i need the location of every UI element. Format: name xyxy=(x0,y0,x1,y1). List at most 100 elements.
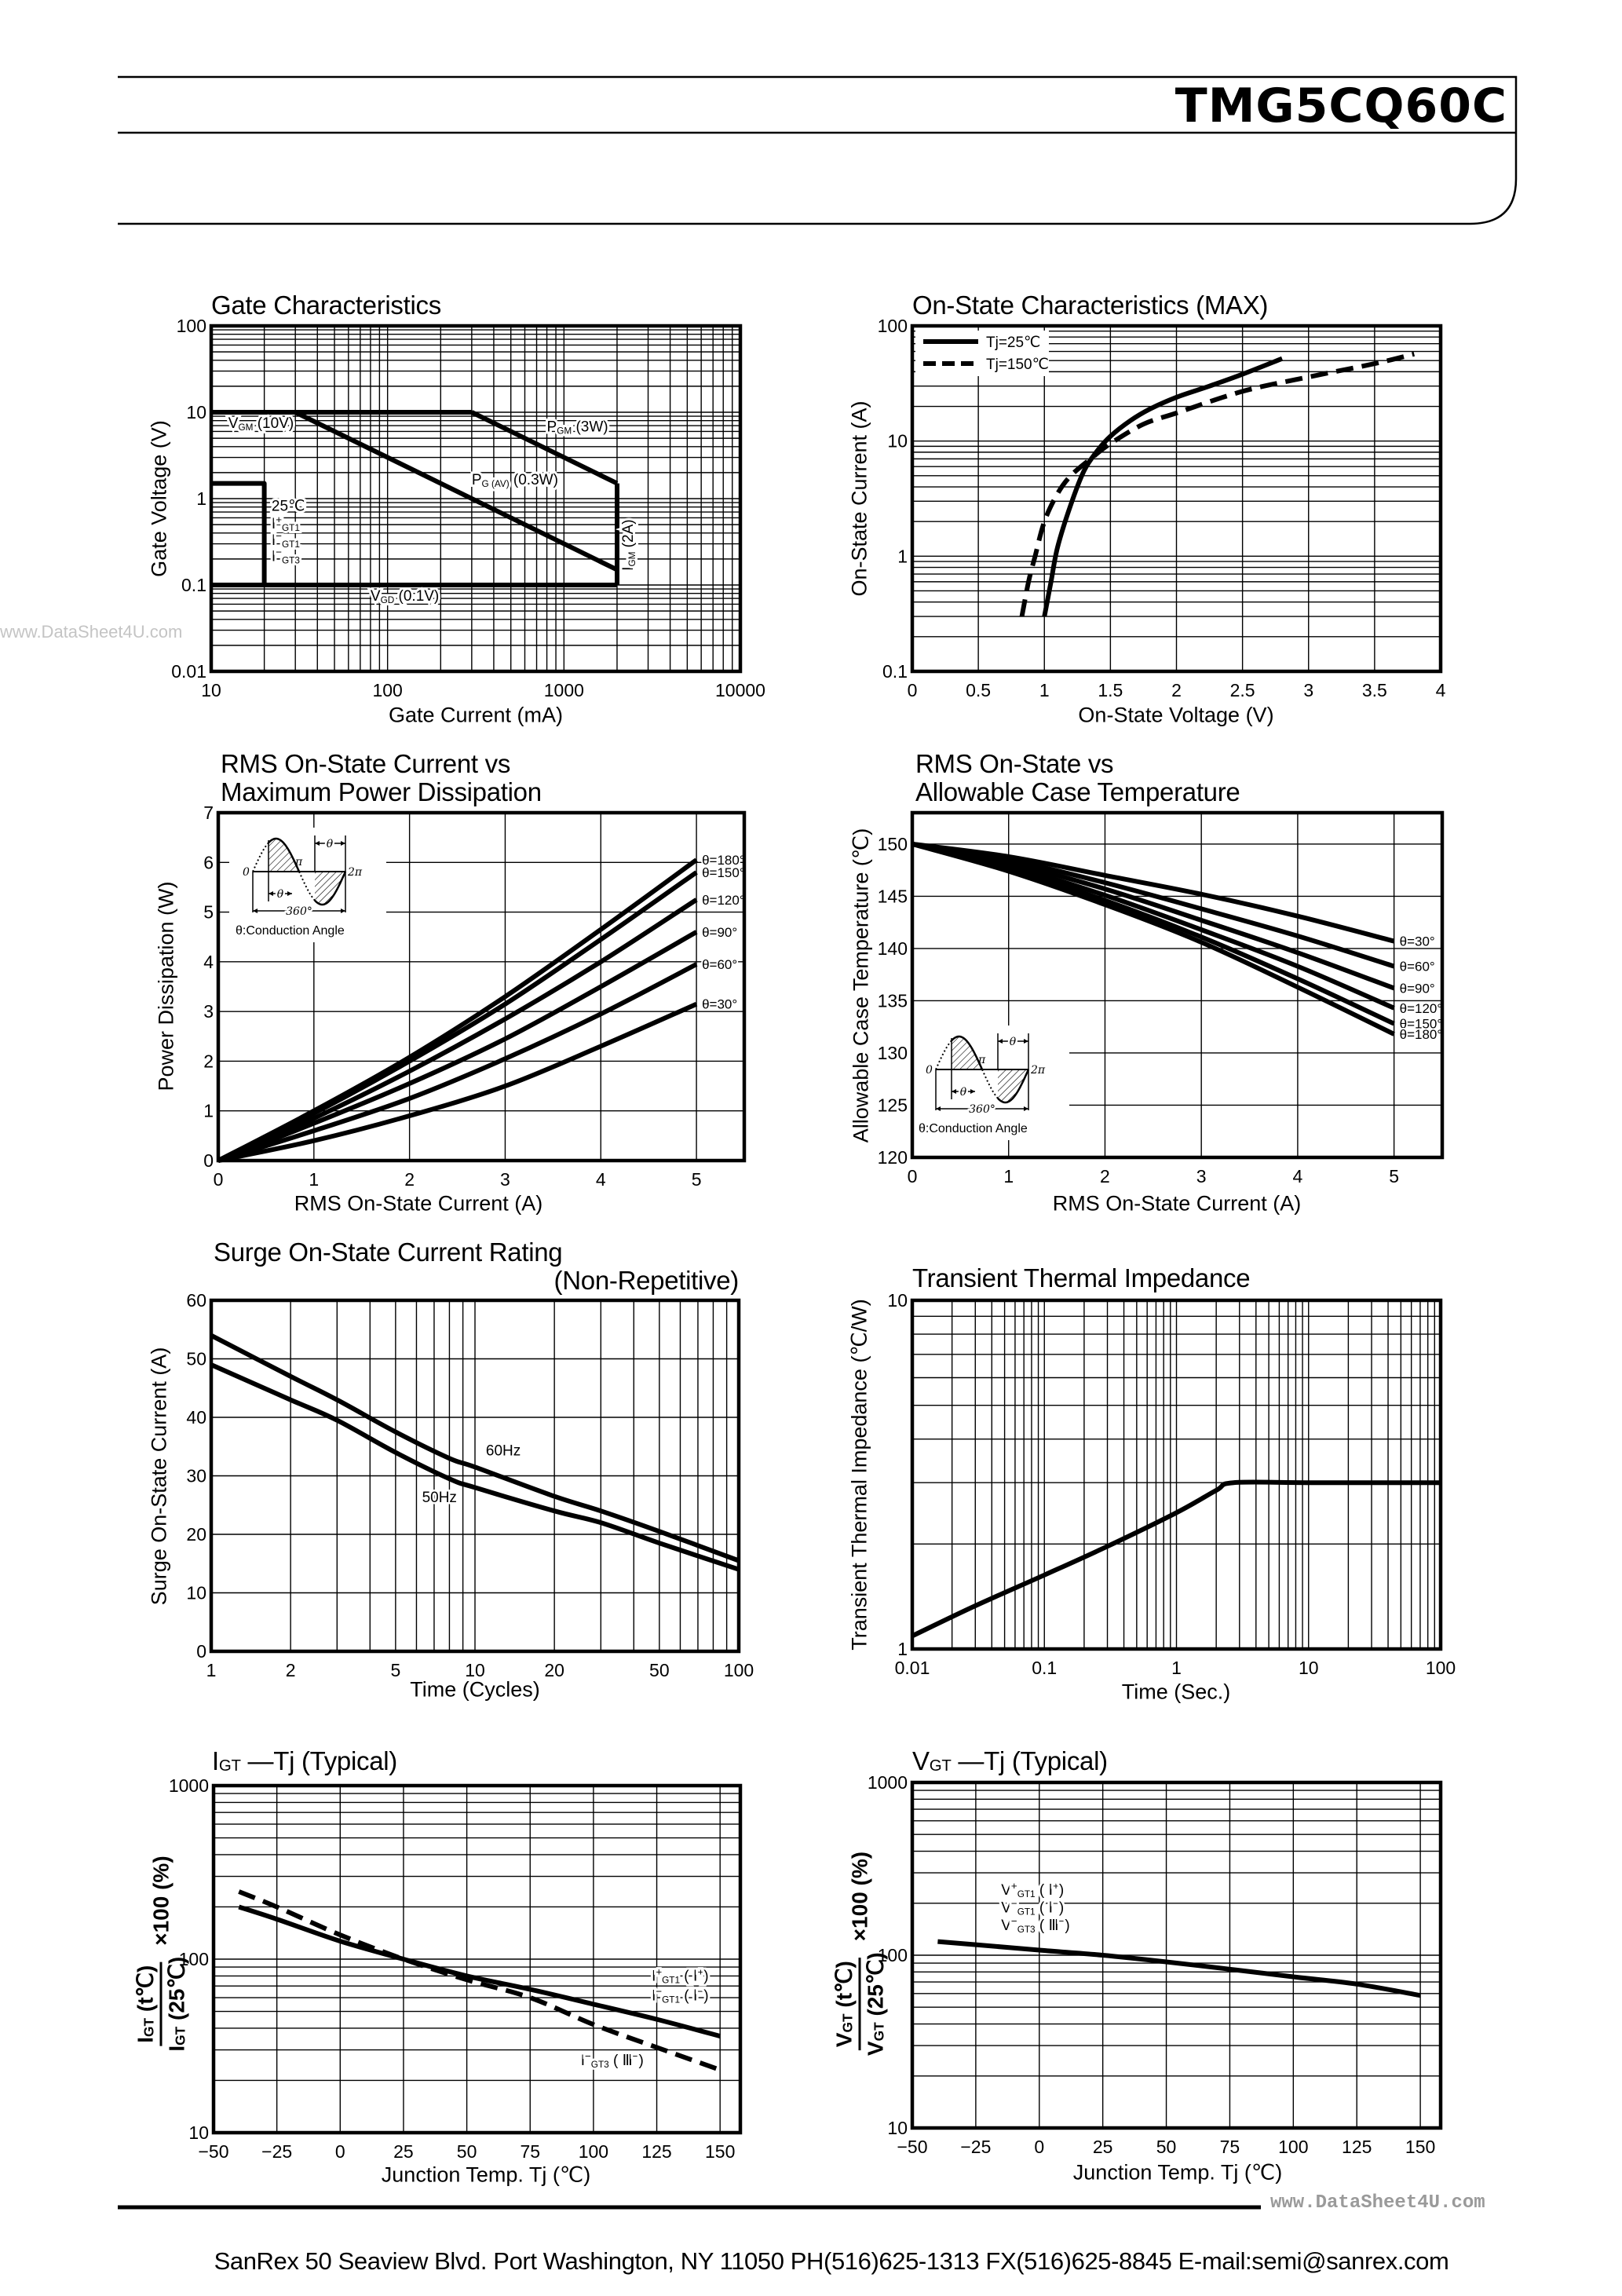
text-segment: GT1 xyxy=(662,1976,680,1986)
x-axis-label: Time (Cycles) xyxy=(410,1677,540,1702)
y-tick-label: 140 xyxy=(878,938,908,959)
footer-address: SanRex 50 Seaview Blvd. Port Washington,… xyxy=(214,2247,1449,2275)
plot-frame xyxy=(910,1780,1443,2130)
pi-label: π xyxy=(977,1054,986,1066)
y-tick-label: 1000 xyxy=(169,1775,209,1796)
title-part: V xyxy=(912,1746,930,1775)
text-segment: V xyxy=(1001,1918,1011,1934)
text-segment: I xyxy=(652,1987,656,2004)
series-line xyxy=(937,1939,1421,1998)
x-axis-label: Time (Sec.) xyxy=(1121,1680,1231,1704)
x-tick-label: 3 xyxy=(500,1169,510,1190)
annotation-label: 25℃ xyxy=(272,499,305,515)
sine-dotted xyxy=(935,1040,952,1070)
title-line: Allowable Case Temperature xyxy=(915,777,1240,806)
x-tick-label: 0 xyxy=(214,1169,224,1190)
text-segment: ( Ⅰ xyxy=(1036,1899,1054,1916)
legend-background xyxy=(915,331,1049,376)
chart-title-igt-tj: IGT —Tj (Typical) xyxy=(212,1747,397,1780)
label-part: I xyxy=(164,2045,189,2052)
y-axis-label: On-State Current (A) xyxy=(847,400,871,597)
series-line xyxy=(217,962,698,1163)
sine-conduction xyxy=(268,837,301,872)
series-line xyxy=(217,870,698,1163)
x-tick-label: 50 xyxy=(1156,2137,1177,2157)
y-tick-label: 0.1 xyxy=(181,575,206,595)
text-segment: V xyxy=(1001,1899,1011,1916)
title-subscript: GT xyxy=(218,1757,241,1775)
annotation-label: I−​GT3​ ( Ⅲ−​) xyxy=(581,2050,644,2070)
series-line xyxy=(911,841,1395,969)
text-segment: GM xyxy=(627,552,637,567)
series-line xyxy=(210,1362,740,1572)
y-tick-label: 145 xyxy=(878,886,908,906)
pi-label: π xyxy=(294,856,303,868)
y-tick-label: 6 xyxy=(203,852,214,872)
text-segment: I xyxy=(272,532,276,549)
x-tick-label: 0.5 xyxy=(966,680,991,700)
fraction-numerator: VGT (t℃) xyxy=(831,1958,861,2051)
x-tick-label: 50 xyxy=(457,2141,477,2162)
dimension-label: 360° xyxy=(286,905,312,918)
text-segment: − xyxy=(276,530,282,542)
annotation-label: IGM​ (2A) xyxy=(620,519,637,570)
series-line xyxy=(911,1479,1441,1639)
x-tick-label: 100 xyxy=(1278,2137,1308,2157)
y-tick-label: 125 xyxy=(878,1095,908,1115)
x-tick-label: −50 xyxy=(198,2141,228,2162)
text-segment: ( Ⅰ xyxy=(680,1987,698,2004)
series-line xyxy=(217,930,698,1163)
text-segment: ( Ⅲ xyxy=(609,2053,633,2069)
fraction-denominator: VGT (25℃) xyxy=(861,1949,889,2059)
two-pi-label: 2π xyxy=(1030,1064,1046,1077)
sine-conduction xyxy=(997,1069,1030,1104)
text-segment: 25℃ xyxy=(272,499,305,515)
y-tick-label: 120 xyxy=(878,1147,908,1168)
y-tick-label: 10 xyxy=(887,2118,908,2138)
plot-frame xyxy=(910,810,1445,1160)
y-tick-label: 1 xyxy=(203,1101,214,1121)
x-tick-label: 100 xyxy=(579,2141,608,2162)
dimension-label: 360° xyxy=(969,1103,995,1116)
inset-background xyxy=(912,1026,1069,1140)
y-axis-label: Allowable Case Temperature (℃) xyxy=(849,828,873,1143)
series-line xyxy=(911,842,1395,1036)
arrowhead-icon xyxy=(269,891,292,896)
legend: Tj=25℃ Tj=150℃ xyxy=(915,331,1049,376)
dimension-label: θ xyxy=(277,888,284,901)
x-tick-label: 25 xyxy=(1093,2137,1113,2157)
chart-title-gate-characteristics: Gate Characteristics xyxy=(211,291,441,320)
text-segment: − xyxy=(656,1985,662,1997)
series-label: θ=180° xyxy=(702,853,745,868)
y-axis-label: Gate Voltage (V) xyxy=(147,420,171,577)
x-tick-label: 0 xyxy=(908,680,918,700)
annotation-label: V−​GT3​ ( Ⅲ−​) xyxy=(1001,1915,1069,1935)
chart-title-thermal-impedance: Transient Thermal Impedance xyxy=(912,1263,1251,1292)
label-subscript: GT xyxy=(839,2013,856,2033)
text-segment: GM xyxy=(238,422,253,433)
text-segment: GT1 xyxy=(662,1994,680,2005)
series-label: θ=60° xyxy=(1400,960,1435,974)
chart-0: VGM​ (10V) PGM​ (3W) PG (AV)​ (0.3W) IGM​ (… xyxy=(171,316,765,700)
text-segment: − xyxy=(1059,1915,1065,1927)
annotation-label: V+​GT1​ ( Ⅰ+​) xyxy=(1001,1880,1064,1899)
chart-title-case-temperature: RMS On-State vs Allowable Case Temperatu… xyxy=(915,750,1240,806)
sine-conduction xyxy=(951,1035,984,1070)
x-tick-label: −25 xyxy=(261,2141,292,2162)
text-segment: GT1 xyxy=(282,539,300,550)
series-label: 60Hz xyxy=(486,1442,521,1459)
x-tick-label: 1 xyxy=(1003,1166,1014,1186)
series-line xyxy=(217,898,698,1163)
hatched-conduction-area xyxy=(998,1069,1028,1102)
text-segment: − xyxy=(633,2050,639,2062)
sine-dotted xyxy=(252,842,269,872)
text-segment: GT1 xyxy=(1017,1907,1036,1917)
text-segment: ) xyxy=(638,2053,643,2069)
zero-label: 0 xyxy=(243,866,250,879)
text-segment: GT3 xyxy=(591,2060,609,2070)
plot-frame xyxy=(209,1298,741,1654)
x-tick-label: 1.5 xyxy=(1098,680,1123,700)
y-tick-label: 3 xyxy=(203,1001,214,1022)
